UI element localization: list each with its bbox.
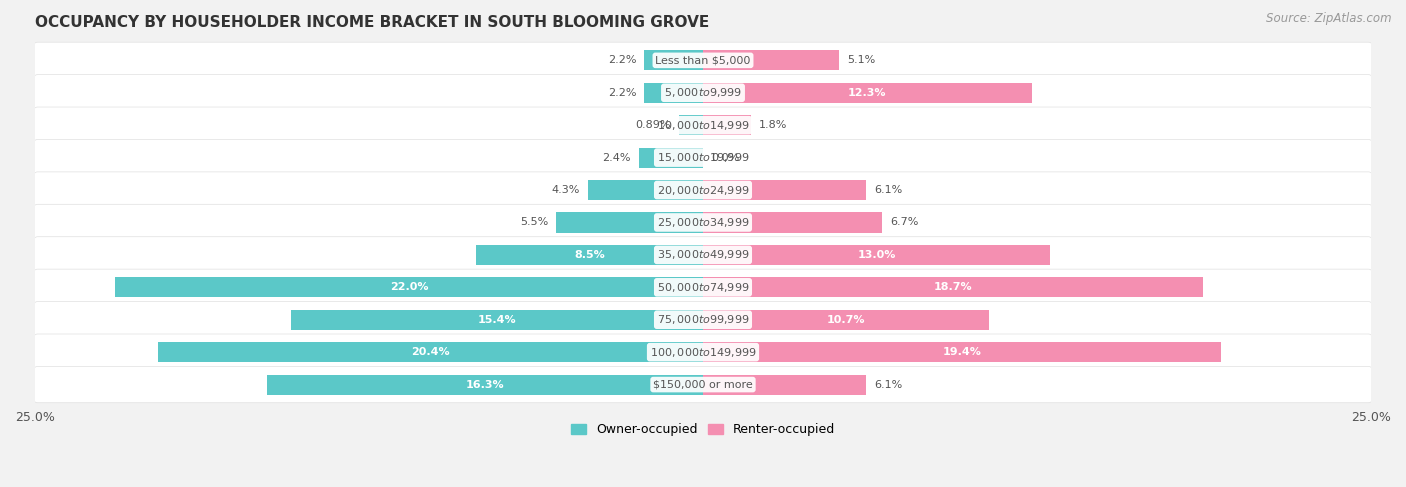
Text: $10,000 to $14,999: $10,000 to $14,999 (657, 119, 749, 131)
Text: 22.0%: 22.0% (389, 282, 429, 292)
FancyBboxPatch shape (34, 366, 1372, 403)
Text: OCCUPANCY BY HOUSEHOLDER INCOME BRACKET IN SOUTH BLOOMING GROVE: OCCUPANCY BY HOUSEHOLDER INCOME BRACKET … (35, 15, 709, 30)
Text: $20,000 to $24,999: $20,000 to $24,999 (657, 184, 749, 197)
Bar (679, 115, 703, 135)
Bar (703, 115, 751, 135)
Legend: Owner-occupied, Renter-occupied: Owner-occupied, Renter-occupied (567, 418, 839, 441)
Text: $5,000 to $9,999: $5,000 to $9,999 (664, 86, 742, 99)
Bar (644, 50, 703, 71)
Text: 5.5%: 5.5% (520, 218, 548, 227)
Text: $150,000 or more: $150,000 or more (654, 379, 752, 390)
FancyBboxPatch shape (34, 301, 1372, 338)
FancyBboxPatch shape (34, 107, 1372, 143)
Text: 1.8%: 1.8% (759, 120, 787, 130)
Text: 8.5%: 8.5% (574, 250, 605, 260)
FancyBboxPatch shape (34, 42, 1372, 78)
FancyBboxPatch shape (34, 205, 1372, 241)
Text: Less than $5,000: Less than $5,000 (655, 56, 751, 65)
Text: 0.0%: 0.0% (711, 152, 740, 163)
Bar (644, 83, 703, 103)
Text: $35,000 to $49,999: $35,000 to $49,999 (657, 248, 749, 262)
Bar (588, 180, 703, 200)
Text: $100,000 to $149,999: $100,000 to $149,999 (650, 346, 756, 358)
Bar (703, 180, 866, 200)
Text: 5.1%: 5.1% (848, 56, 876, 65)
Text: 13.0%: 13.0% (858, 250, 896, 260)
Text: 20.4%: 20.4% (411, 347, 450, 357)
FancyBboxPatch shape (34, 334, 1372, 370)
Text: 6.7%: 6.7% (890, 218, 918, 227)
Text: 16.3%: 16.3% (465, 379, 505, 390)
FancyBboxPatch shape (34, 172, 1372, 208)
Text: 4.3%: 4.3% (551, 185, 581, 195)
Text: $75,000 to $99,999: $75,000 to $99,999 (657, 313, 749, 326)
Text: 12.3%: 12.3% (848, 88, 887, 98)
Bar (703, 375, 866, 394)
Bar (475, 245, 703, 265)
Bar (703, 342, 1222, 362)
FancyBboxPatch shape (34, 75, 1372, 111)
Bar (703, 245, 1050, 265)
Bar (638, 148, 703, 168)
FancyBboxPatch shape (34, 139, 1372, 176)
Bar (115, 277, 703, 298)
Text: 0.89%: 0.89% (636, 120, 671, 130)
Bar (157, 342, 703, 362)
Text: 6.1%: 6.1% (875, 379, 903, 390)
Text: 2.4%: 2.4% (602, 152, 631, 163)
Bar (703, 310, 988, 330)
Text: $50,000 to $74,999: $50,000 to $74,999 (657, 281, 749, 294)
Bar (291, 310, 703, 330)
Text: 6.1%: 6.1% (875, 185, 903, 195)
Text: 2.2%: 2.2% (607, 88, 636, 98)
Bar (703, 277, 1202, 298)
Bar (555, 212, 703, 232)
Text: 15.4%: 15.4% (478, 315, 516, 325)
Bar (267, 375, 703, 394)
Text: $15,000 to $19,999: $15,000 to $19,999 (657, 151, 749, 164)
Text: 18.7%: 18.7% (934, 282, 972, 292)
FancyBboxPatch shape (34, 269, 1372, 305)
Text: 10.7%: 10.7% (827, 315, 865, 325)
Bar (703, 83, 1032, 103)
Bar (703, 212, 882, 232)
Text: 2.2%: 2.2% (607, 56, 636, 65)
FancyBboxPatch shape (34, 237, 1372, 273)
Bar (703, 50, 839, 71)
Text: 19.4%: 19.4% (943, 347, 981, 357)
Text: Source: ZipAtlas.com: Source: ZipAtlas.com (1267, 12, 1392, 25)
Text: $25,000 to $34,999: $25,000 to $34,999 (657, 216, 749, 229)
